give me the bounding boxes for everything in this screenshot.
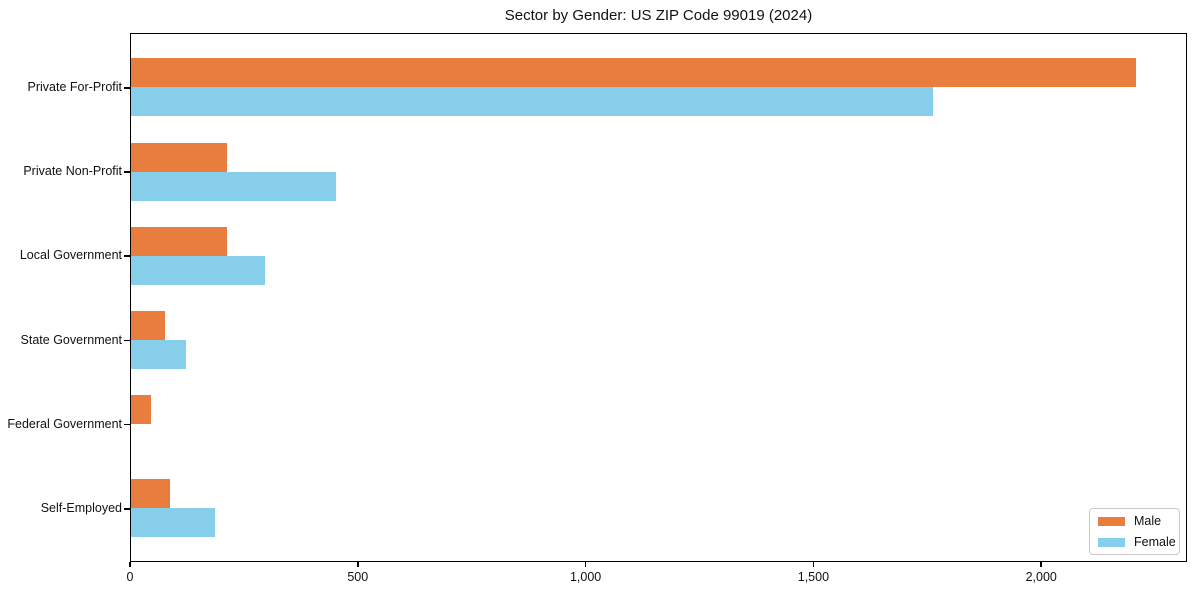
y-tick <box>124 423 130 426</box>
female-swatch-icon <box>1098 537 1125 547</box>
x-tick-label: 500 <box>347 570 369 584</box>
legend-label-female: Female <box>1134 535 1176 549</box>
bar-male <box>131 226 227 256</box>
x-tick <box>1040 562 1042 567</box>
legend-label-male: Male <box>1134 514 1162 528</box>
bar-female <box>131 340 186 369</box>
x-tick-label: 1,500 <box>797 570 830 584</box>
bar-female <box>131 87 933 117</box>
male-swatch-icon <box>1098 516 1125 526</box>
y-tick <box>124 87 130 89</box>
x-tick <box>129 562 131 567</box>
y-tick <box>124 508 130 510</box>
bar-female <box>131 255 266 285</box>
category-label: Self-Employed <box>40 501 122 515</box>
bar-male <box>131 142 227 172</box>
category-label: State Government <box>20 332 122 347</box>
bar-male <box>131 479 170 509</box>
plot-area <box>130 33 1187 562</box>
category-label: Local Government <box>19 248 122 263</box>
y-tick <box>124 255 130 257</box>
bar-female <box>131 171 337 201</box>
bar-male <box>131 311 166 340</box>
y-tick <box>124 171 130 173</box>
x-tick-label: 0 <box>126 570 134 584</box>
category-label: Private For-Profit <box>27 80 122 94</box>
y-tick <box>124 339 130 342</box>
legend-entry-female: Female <box>1098 535 1176 549</box>
x-tick-label: 2,000 <box>1025 570 1057 584</box>
chart-title: Sector by Gender: US ZIP Code 99019 (202… <box>504 7 813 24</box>
bar-female <box>131 508 216 538</box>
x-tick <box>584 562 587 567</box>
bar-male <box>131 58 1136 88</box>
x-tick-label: 1,000 <box>569 570 602 584</box>
category-label: Federal Government <box>7 416 122 431</box>
x-tick <box>357 562 359 567</box>
legend: Male Female <box>1089 508 1180 555</box>
x-tick <box>812 562 815 567</box>
category-label: Private Non-Profit <box>23 164 122 179</box>
legend-entry-male: Male <box>1098 514 1171 528</box>
bar-male <box>131 395 151 425</box>
